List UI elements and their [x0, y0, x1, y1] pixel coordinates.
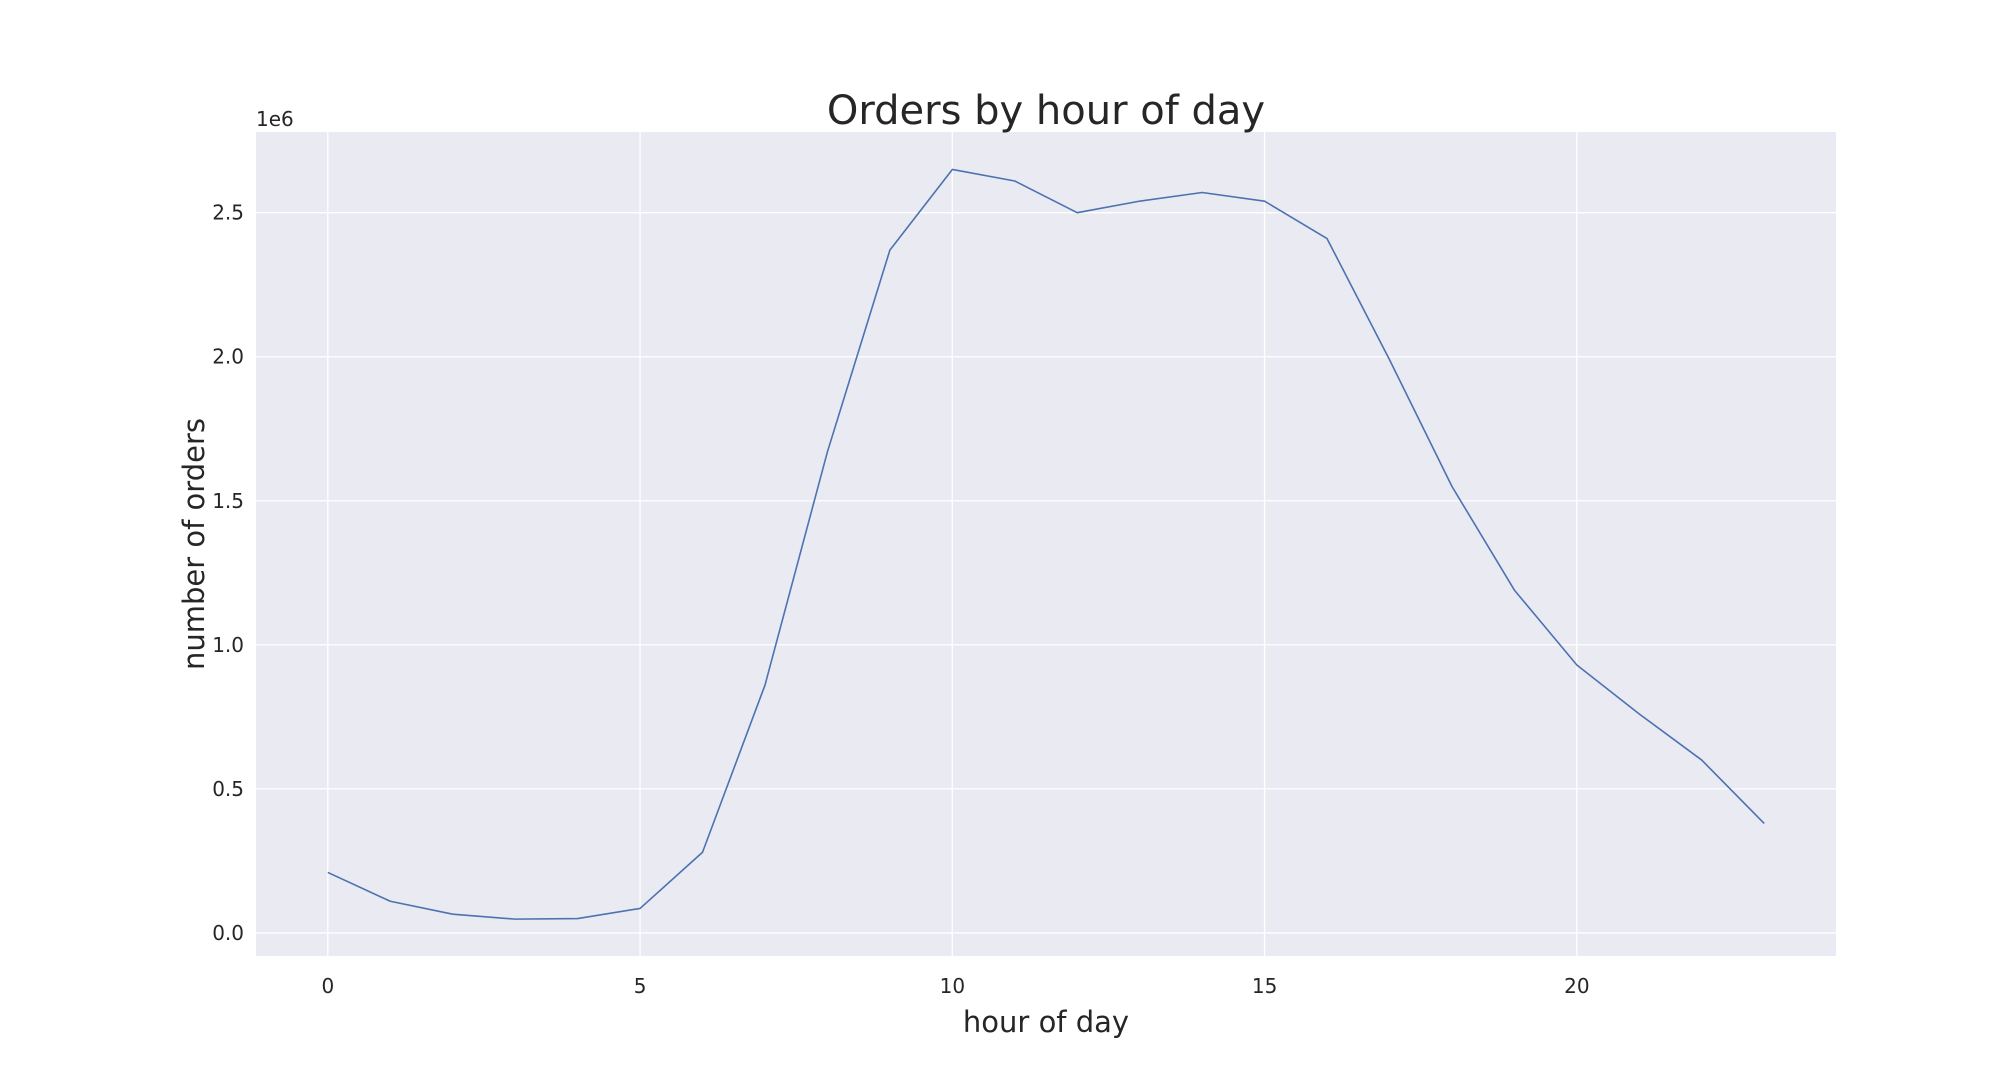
data-point	[1575, 663, 1579, 667]
y-tick-label: 1.5	[212, 489, 244, 513]
data-point	[326, 870, 330, 874]
data-point	[701, 850, 705, 854]
y-axis-label: number of orders	[177, 418, 211, 670]
data-point	[638, 906, 642, 910]
data-point	[1138, 199, 1142, 203]
data-point	[825, 450, 829, 454]
y-tick-label: 0.0	[212, 921, 244, 945]
series-line	[327, 168, 1765, 920]
data-point	[1325, 237, 1329, 241]
data-point	[1450, 484, 1454, 488]
data-point	[1387, 358, 1391, 362]
data-point	[513, 917, 517, 921]
tick-labels: 0 5 10 15 20 0.0 0.5 1.0 1.5 2.0 2.5	[212, 201, 1589, 998]
data-point	[1512, 588, 1516, 592]
series-layer	[326, 167, 1766, 921]
x-tick-label: 5	[634, 974, 647, 998]
x-axis-label: hour of day	[963, 1005, 1129, 1039]
data-point	[1075, 211, 1079, 215]
y-tick-label: 2.5	[212, 201, 244, 225]
x-tick-label: 20	[1564, 974, 1589, 998]
y-tick-label: 2.0	[212, 345, 244, 369]
y-tick-label: 1.0	[212, 633, 244, 657]
data-point	[451, 912, 455, 916]
data-point	[1200, 191, 1204, 195]
data-point	[388, 899, 392, 903]
x-tick-label: 15	[1252, 974, 1277, 998]
data-point	[1637, 712, 1641, 716]
data-point	[576, 917, 580, 921]
chart-title: Orders by hour of day	[827, 88, 1265, 134]
data-point	[888, 248, 892, 252]
data-point	[763, 683, 767, 687]
y-tick-label: 0.5	[212, 777, 244, 801]
data-point	[1013, 179, 1017, 183]
data-point	[950, 167, 954, 171]
data-point	[1700, 758, 1704, 762]
data-point	[1762, 821, 1766, 825]
data-point	[1263, 199, 1267, 203]
x-tick-label: 10	[940, 974, 965, 998]
plot-background	[256, 132, 1836, 956]
y-offset-label: 1e6	[256, 107, 294, 131]
grid	[256, 132, 1836, 956]
x-tick-label: 0	[321, 974, 334, 998]
